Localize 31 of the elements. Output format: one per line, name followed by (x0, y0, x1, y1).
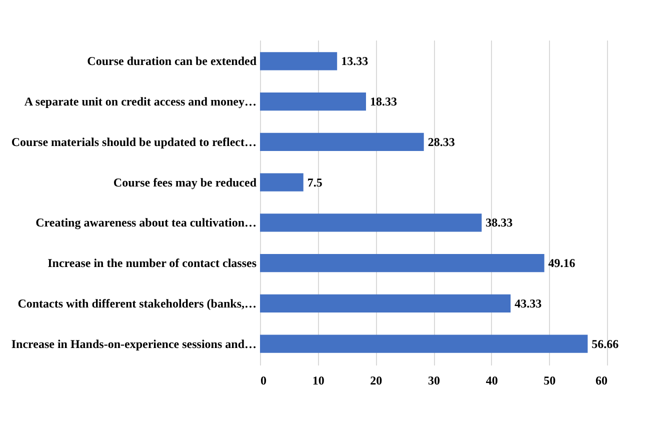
data-label: 7.5 (307, 175, 322, 190)
y-tick-label: Course fees may be reduced (113, 175, 257, 190)
x-tick-label: 30 (428, 374, 440, 388)
data-label: 28.33 (428, 134, 455, 149)
data-label: 49.16 (548, 256, 576, 270)
y-tick-label: Increase in Hands-on-experience sessions and… (11, 336, 256, 351)
x-tick-label: 50 (544, 374, 556, 388)
bar (260, 52, 338, 70)
y-tick-label: A separate unit on credit access and money… (24, 94, 256, 109)
data-label: 13.33 (341, 54, 368, 68)
y-tick-label: Course duration can be extended (87, 54, 257, 68)
y-tick-label: Creating awareness about tea cultivation… (36, 216, 256, 230)
x-tick-label: 0 (260, 374, 266, 388)
bar (260, 294, 511, 313)
bar (260, 132, 424, 152)
y-tick-label: Course materials should be updated to reflect… (11, 134, 256, 149)
x-tick-label: 60 (596, 374, 608, 388)
bar (260, 214, 482, 232)
data-label: 43.33 (514, 296, 542, 310)
bar (260, 173, 304, 192)
bar (260, 92, 366, 111)
data-label: 38.33 (486, 216, 513, 230)
bar (260, 334, 588, 353)
y-tick-label: Contacts with different stakeholders (banks,… (18, 296, 256, 310)
y-tick-label: Increase in the number of contact classes (48, 256, 257, 270)
x-tick-label: 20 (370, 374, 382, 388)
data-label: 56.66 (592, 336, 619, 351)
data-label: 18.33 (370, 94, 398, 109)
x-tick-label: 40 (486, 374, 498, 388)
x-tick-label: 10 (312, 374, 324, 388)
bar (260, 254, 544, 272)
